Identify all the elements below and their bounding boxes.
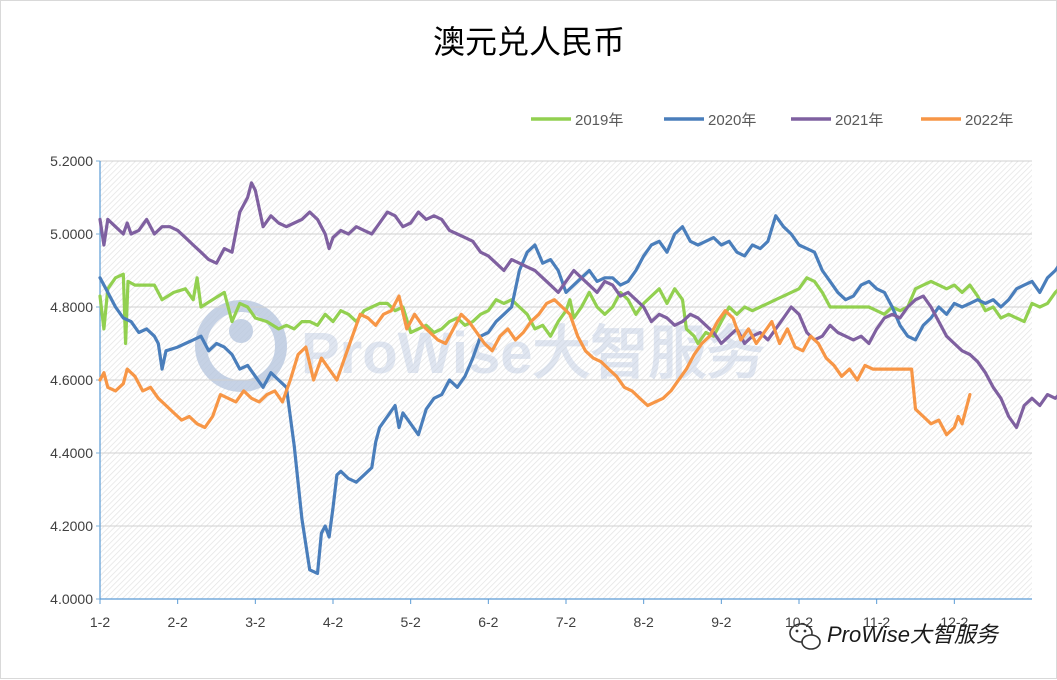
x-tick-label: 2-2 <box>168 614 188 630</box>
legend: 2019年 2020年 2021年 2022年 <box>531 112 1013 129</box>
y-tick-label: 5.0000 <box>50 226 93 242</box>
x-axis-ticks: 1-2 2-2 3-2 4-2 5-2 6-2 7-2 8-2 9-2 10-2 11-2 12-2 <box>90 599 969 630</box>
series-lines <box>98 181 1057 575</box>
legend-label: 2021年 <box>835 112 883 129</box>
series-line-3 <box>98 294 972 437</box>
y-tick-label: 4.2000 <box>50 518 93 534</box>
chart-title: 澳元兑人民币 <box>433 23 625 61</box>
y-tick-label: 4.8000 <box>50 299 93 315</box>
y-tick-label: 4.0000 <box>50 591 93 607</box>
x-tick-label: 11-2 <box>863 614 890 630</box>
y-tick-label: 5.2000 <box>50 153 93 169</box>
x-tick-label: 9-2 <box>711 614 731 630</box>
y-axis-ticks: 4.0000 4.2000 4.4000 4.6000 4.8000 5.0000 5.20… <box>50 153 100 607</box>
legend-label: 2020年 <box>708 112 756 129</box>
x-tick-label: 10-2 <box>785 614 813 630</box>
x-tick-label: 3-2 <box>245 614 265 630</box>
x-tick-label: 8-2 <box>634 614 654 630</box>
wechat-icon <box>789 623 821 650</box>
branding-text: ProWise大智服务 <box>827 622 1000 647</box>
series-line-2 <box>98 181 1057 430</box>
legend-label: 2019年 <box>575 112 623 129</box>
watermark-logo-icon <box>195 300 287 392</box>
x-tick-label: 5-2 <box>401 614 421 630</box>
branding: ProWise大智服务 <box>789 622 1000 650</box>
x-tick-label: 12-2 <box>940 614 968 630</box>
x-tick-label: 1-2 <box>90 614 110 630</box>
y-tick-label: 4.4000 <box>50 445 93 461</box>
legend-label: 2022年 <box>965 112 1013 129</box>
x-tick-label: 4-2 <box>323 614 343 630</box>
watermark-logo-dot-icon <box>229 319 253 343</box>
series-line-1 <box>98 214 1057 575</box>
x-tick-label: 6-2 <box>478 614 498 630</box>
series-line-0 <box>98 272 1057 346</box>
x-tick-label: 7-2 <box>556 614 576 630</box>
y-tick-label: 4.6000 <box>50 372 93 388</box>
